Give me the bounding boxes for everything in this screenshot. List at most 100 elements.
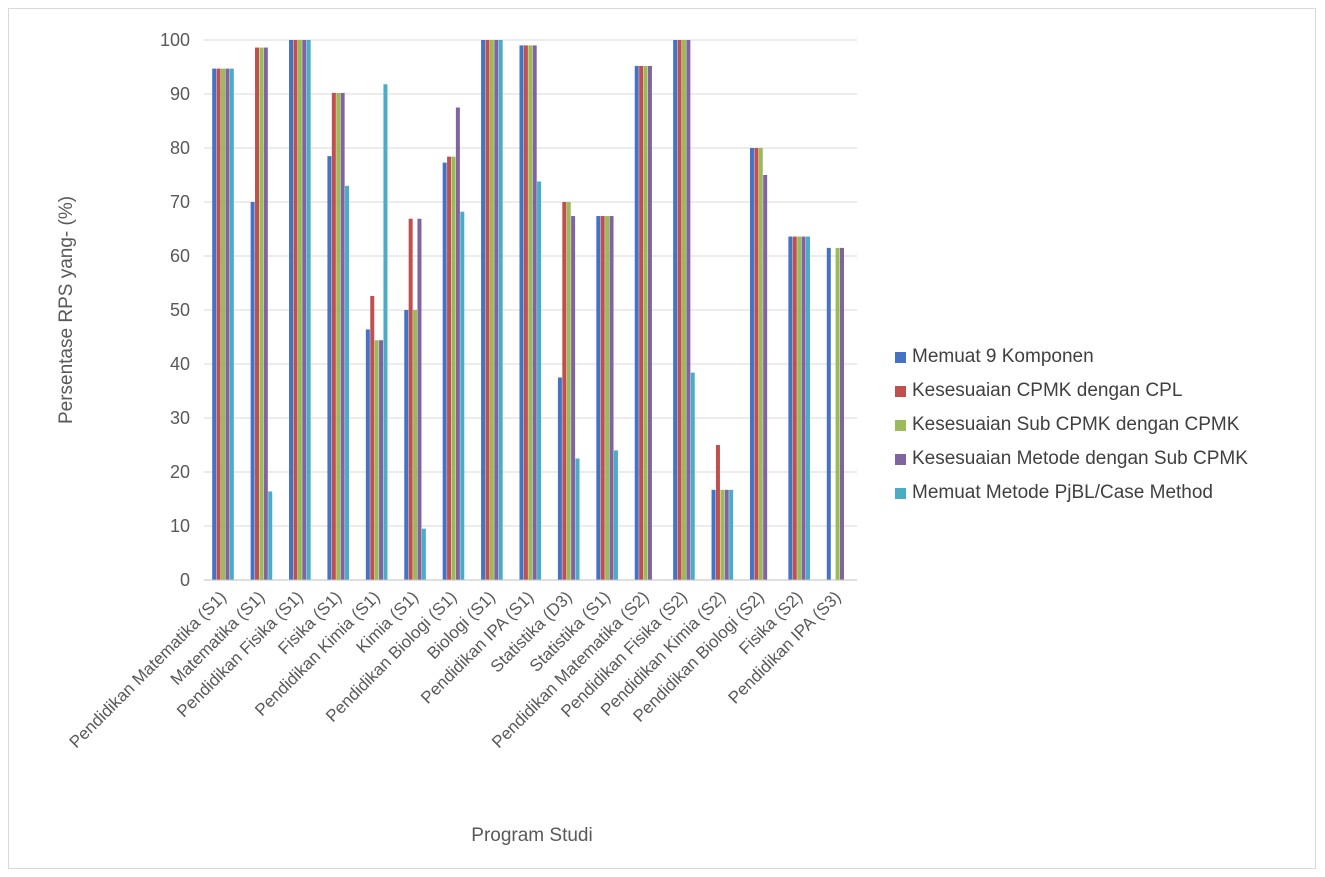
x-tick-label: Pendidikan Matematika (S1) [66,587,230,751]
bar [792,236,797,580]
y-axis-title: Persentase RPS yang- (%) [56,196,77,424]
legend-label: Kesesuaian Sub CPMK dengan CPMK [912,414,1240,435]
bar [647,65,652,581]
y-tick-label: 100 [160,30,190,50]
bar [268,491,273,580]
bar [519,45,524,580]
bar [485,40,490,580]
y-tick-label: 90 [170,84,190,104]
bar [758,148,763,580]
bar [327,156,332,580]
bar [489,40,494,580]
bar [225,68,230,581]
x-axis-title: Program Studi [471,825,592,846]
bar [681,40,686,580]
bar [404,310,409,580]
bar [494,40,499,580]
bar [374,340,379,580]
bar [293,40,298,580]
bar [336,92,341,581]
legend-label: Memuat 9 Komponen [912,346,1094,367]
bar [749,148,754,580]
legend-item: Kesesuaian CPMK dengan CPL [895,377,1315,405]
y-tick-label: 80 [170,138,190,158]
bar [724,489,729,580]
legend-item: Memuat Metode PjBL/Case Method [895,479,1315,507]
bar [763,175,768,580]
y-tick-label: 60 [170,246,190,266]
bar [455,107,460,580]
bar [557,377,562,580]
bar [340,92,345,581]
y-tick-label: 10 [170,516,190,536]
bar [370,295,375,580]
y-tick-label: 70 [170,192,190,212]
bar [460,211,465,580]
legend-swatch [895,385,906,397]
legend-swatch [895,351,906,363]
bar [677,40,682,580]
bar [306,40,311,580]
bar [413,310,418,580]
y-tick-label: 0 [180,570,190,590]
bar [302,40,307,580]
y-tick-label: 40 [170,354,190,374]
bar [643,65,648,581]
bar [259,47,264,581]
bar [229,68,234,581]
bar [690,372,695,580]
bar [720,489,725,580]
bar [609,216,614,581]
bar [596,216,601,581]
bar [379,340,384,580]
bar [255,47,260,581]
bar [498,40,503,580]
legend-swatch [895,487,906,499]
bar [331,92,336,581]
bar [613,450,618,580]
bar [523,45,528,580]
bar [600,216,605,581]
bar [408,218,413,581]
bar [442,162,447,580]
bar [447,156,452,580]
bar [673,40,678,580]
bar [451,156,456,580]
legend-label: Kesesuaian CPMK dengan CPL [912,380,1183,401]
bar [365,329,370,580]
bar [839,247,844,580]
legend-label: Kesesuaian Metode dengan Sub CPMK [912,448,1248,469]
bar [263,47,268,581]
bar [345,185,350,581]
bar [788,236,793,580]
bar [481,40,486,580]
bar [417,218,422,581]
bar [421,528,426,580]
bar [634,65,639,581]
bar [801,236,806,580]
bar [383,84,388,580]
chart-legend: Memuat 9 Komponen Kesesuaian CPMK dengan … [895,343,1315,513]
bar [297,40,302,580]
bar [715,445,720,580]
bar [686,40,691,580]
legend-item: Kesesuaian Sub CPMK dengan CPMK [895,411,1315,439]
bar [605,216,610,581]
bar [826,247,831,580]
y-tick-label: 20 [170,462,190,482]
y-tick-label: 30 [170,408,190,428]
bar [528,45,533,580]
bar [566,202,571,580]
bar [729,489,734,580]
bar [562,202,567,580]
legend-item: Memuat 9 Komponen [895,343,1315,371]
legend-item: Kesesuaian Metode dengan Sub CPMK [895,445,1315,473]
bar [754,148,759,580]
y-tick-label: 50 [170,300,190,320]
bar [537,181,542,581]
bar [639,65,644,581]
legend-swatch [895,453,906,465]
bar [250,202,255,580]
bar [711,489,716,580]
